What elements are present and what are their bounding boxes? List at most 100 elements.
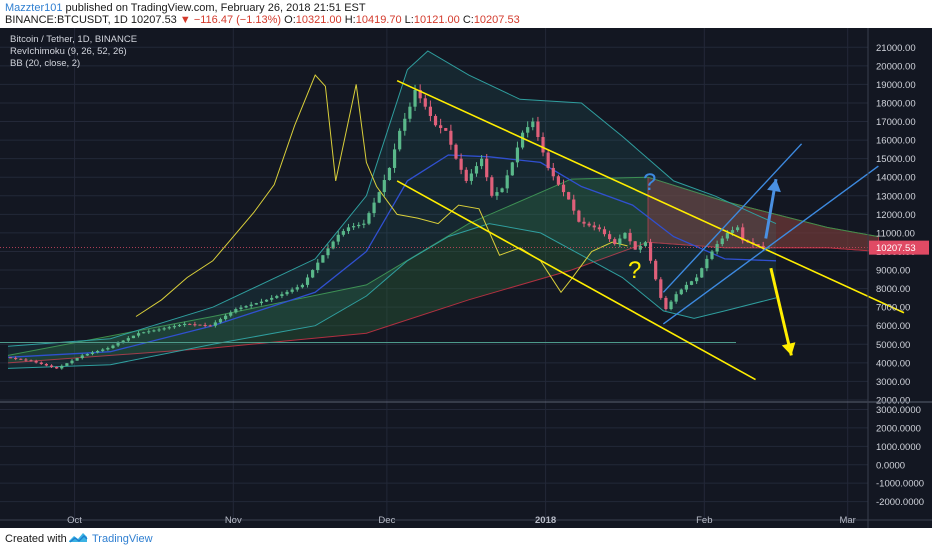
candle-body (331, 241, 335, 249)
candle-body (398, 130, 402, 150)
candle-body (75, 358, 79, 361)
candle-body (623, 232, 627, 239)
candle-body (101, 349, 105, 351)
osc-tick-label: -1000.0000 (876, 479, 924, 490)
candle-body (111, 345, 115, 349)
candle-body (208, 325, 212, 327)
candle-body (628, 232, 632, 242)
price-tick-label: 18000.00 (876, 98, 916, 109)
candle-body (121, 340, 125, 344)
candle-body (162, 328, 166, 330)
candle-body (377, 192, 381, 203)
trend-drawings (0, 79, 905, 381)
last-price-label: 10207.53 (876, 243, 916, 254)
osc-tick-label: 1000.0000 (876, 442, 921, 453)
candle-body (536, 121, 540, 138)
candles (8, 84, 770, 370)
candle-body (423, 98, 427, 107)
yellow-channel-lower (396, 180, 756, 381)
close-price: 10207.53 (130, 14, 177, 26)
senkou-span-a (7, 176, 879, 356)
price-tick-label: 4000.00 (876, 358, 910, 369)
candle-body (485, 158, 489, 178)
price-tick-label: 16000.00 (876, 136, 916, 147)
ichimoku-lagging-span (135, 74, 628, 317)
candle-body (449, 130, 453, 145)
time-tick-label: Nov (225, 515, 242, 526)
candle-body (213, 322, 217, 326)
candle-body (126, 338, 130, 341)
candle-body (39, 362, 43, 364)
candle-body (582, 221, 586, 224)
price-tick-label: 19000.00 (876, 80, 916, 91)
candle-body (224, 315, 228, 320)
candle-body (684, 284, 688, 290)
price-axis: 21000.00 20000.00 19000.00 18000.00 17000.00… (0, 28, 932, 528)
price-tick-label: 9000.00 (876, 266, 910, 277)
time-axis: OctNovDec2018FebMarAprMay (67, 515, 856, 526)
candle-body (551, 167, 555, 177)
legend-ichimoku: RevIchimoku (9, 26, 52, 26) (10, 46, 127, 57)
candle-body (454, 144, 458, 159)
candle-body (654, 260, 658, 280)
candle-body (203, 325, 207, 327)
candle-body (428, 106, 432, 116)
price-chart[interactable]: 21000.00 20000.00 19000.00 18000.00 17000.00… (0, 28, 932, 528)
candle-body (490, 177, 494, 196)
candle-body (172, 326, 176, 328)
time-tick-label: Oct (67, 515, 82, 526)
candle-body (316, 262, 320, 271)
tradingview-link[interactable]: TradingView (92, 533, 153, 545)
close-value: 10207.53 (473, 14, 520, 26)
candle-body (433, 115, 438, 126)
legend-symbol: Bitcoin / Tether, 1D, BINANCE (10, 34, 137, 45)
symbol-text: BINANCE:BTCUSDT, 1D (5, 14, 128, 26)
arrow-down-head (781, 342, 796, 356)
price-tick-label: 12000.00 (876, 210, 916, 221)
tradingview-logo-icon[interactable] (68, 530, 88, 546)
candle-body (515, 147, 520, 163)
candle-body (229, 312, 233, 316)
candle-body (613, 239, 617, 245)
candle-body (567, 192, 571, 200)
candle-body (254, 303, 258, 305)
candle-body (60, 365, 64, 369)
candle-body (280, 294, 284, 297)
candle-body (96, 350, 100, 353)
candle-body (188, 323, 192, 325)
candle-body (157, 329, 161, 331)
candle-body (638, 245, 642, 250)
candle-body (29, 360, 33, 362)
candle-body (577, 210, 581, 222)
candle-body (505, 175, 509, 189)
candle-body (689, 281, 694, 285)
candle-body (761, 245, 765, 248)
candle-body (19, 358, 23, 360)
publish-line: Mazzter101 published on TradingView.com,… (5, 2, 366, 14)
candle-body (526, 127, 530, 133)
candle-body (459, 158, 463, 170)
candle-body (669, 301, 673, 310)
bollinger-lower (7, 223, 777, 369)
candle-body (362, 223, 366, 225)
candle-body (756, 244, 760, 246)
candle-body (264, 299, 269, 302)
osc-tick-label: 2000.0000 (876, 423, 921, 434)
candle-body (418, 89, 422, 99)
arrow-up-head (767, 179, 781, 193)
candle-body (720, 238, 724, 245)
candle-body (183, 323, 187, 326)
candle-body (648, 242, 653, 261)
candle-body (531, 121, 535, 128)
candle-body (14, 358, 18, 360)
candle-body (249, 304, 253, 307)
candle-body (152, 330, 156, 332)
price-tick-label: 5000.00 (876, 340, 910, 351)
author-link[interactable]: Mazzter101 (5, 2, 63, 14)
candle-body (679, 289, 683, 295)
chart-header: Mazzter101 published on TradingView.com,… (0, 0, 932, 28)
low-label: L: (404, 14, 414, 26)
candle-body (352, 226, 356, 228)
blue-channel-lower (662, 165, 879, 325)
price-tick-label: 14000.00 (876, 173, 916, 184)
